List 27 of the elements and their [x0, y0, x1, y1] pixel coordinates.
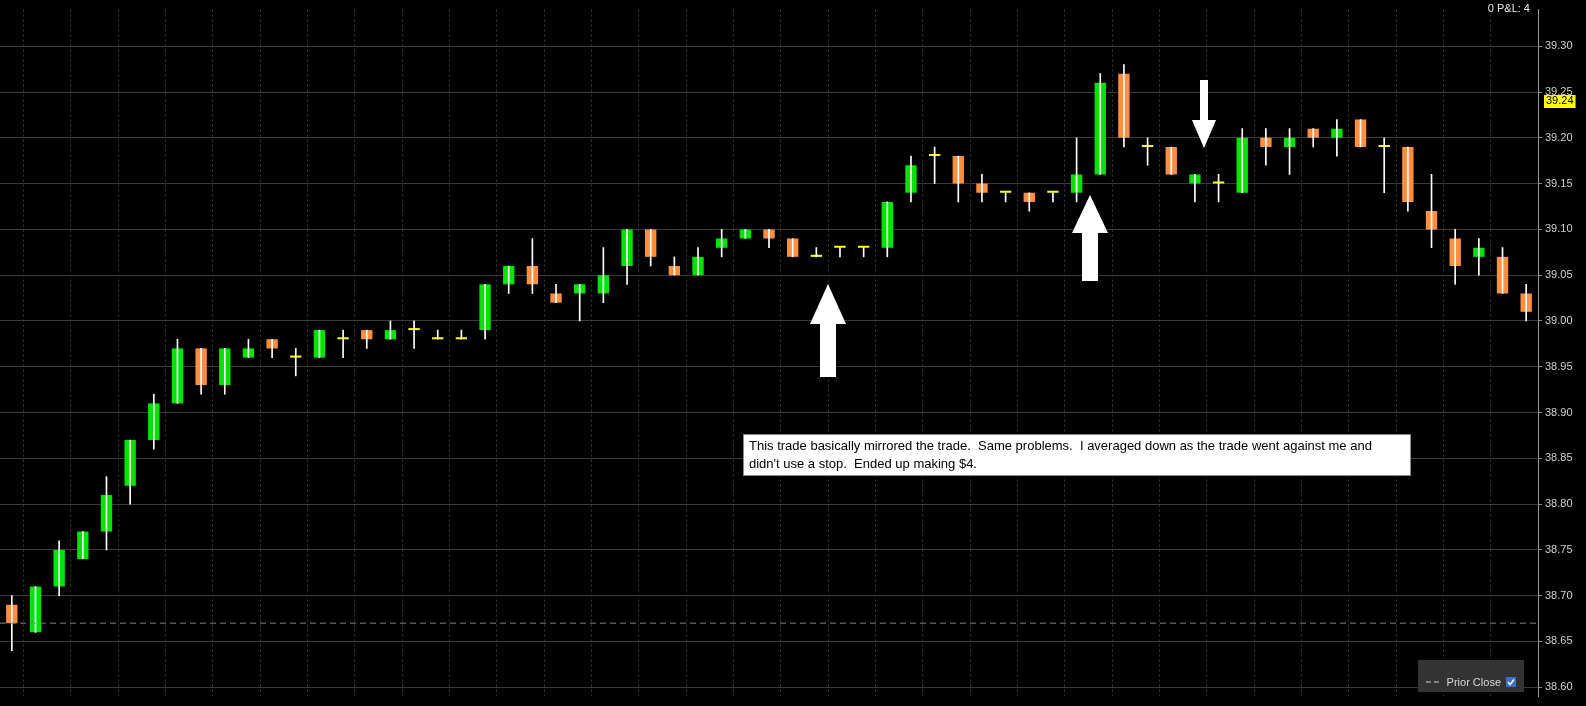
y-tick-label: 39.00 [1545, 313, 1573, 326]
y-tick-label: 38.65 [1545, 634, 1573, 647]
candlestick [905, 155, 917, 203]
candlestick [1189, 174, 1201, 203]
y-tick-label: 38.60 [1545, 680, 1573, 693]
candlestick [1165, 146, 1177, 175]
candlestick [763, 229, 775, 249]
y-tick-label: 39.05 [1545, 268, 1573, 281]
y-tick-label: 38.70 [1545, 588, 1573, 601]
candlestick [1520, 283, 1532, 322]
candlestick [77, 531, 89, 560]
y-tick-label: 39.20 [1545, 130, 1573, 143]
y-tick-label: 39.30 [1545, 39, 1573, 52]
y-tick-label: 39.15 [1545, 176, 1573, 189]
y-tick-label: 38.90 [1545, 405, 1573, 418]
y-tick-label: 38.85 [1545, 451, 1573, 464]
legend-label: Prior Close [1446, 676, 1501, 688]
y-tick-label: 38.75 [1545, 542, 1573, 555]
y-tick-label: 38.95 [1545, 359, 1573, 372]
y-tick-label: 38.80 [1545, 497, 1573, 510]
y-tick-label: 39.10 [1545, 222, 1573, 235]
note-box: This trade basically mirrored the trade. Same problems. I averaged down as the trade went against me and didn't use a stop. Ended up making $4. [743, 434, 1411, 476]
candlestick [550, 283, 562, 303]
text: 39.24 [1546, 94, 1574, 107]
candlestick [834, 245, 846, 258]
annotation: 0 P&L: 4 [1487, 2, 1530, 14]
candlestick [1047, 190, 1059, 203]
